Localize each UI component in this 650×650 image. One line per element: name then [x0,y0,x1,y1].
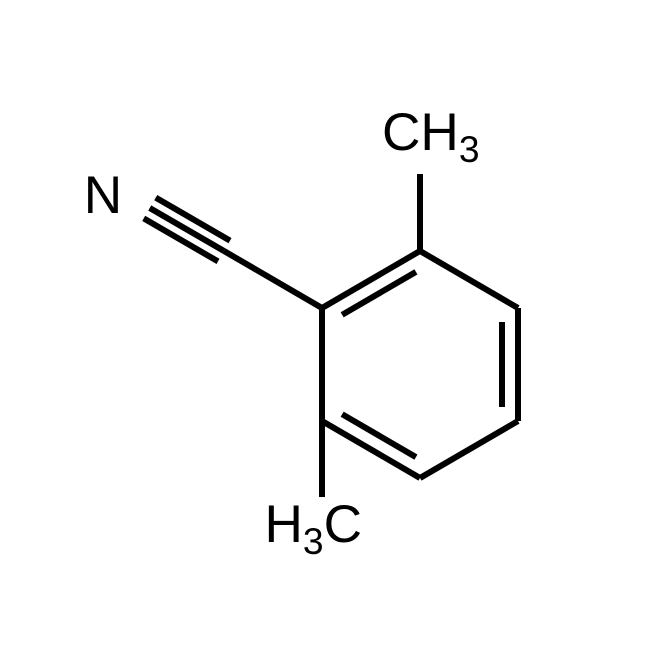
molecule-diagram: CH3H3CN [0,0,650,650]
nitrogen-label: N [84,166,122,225]
